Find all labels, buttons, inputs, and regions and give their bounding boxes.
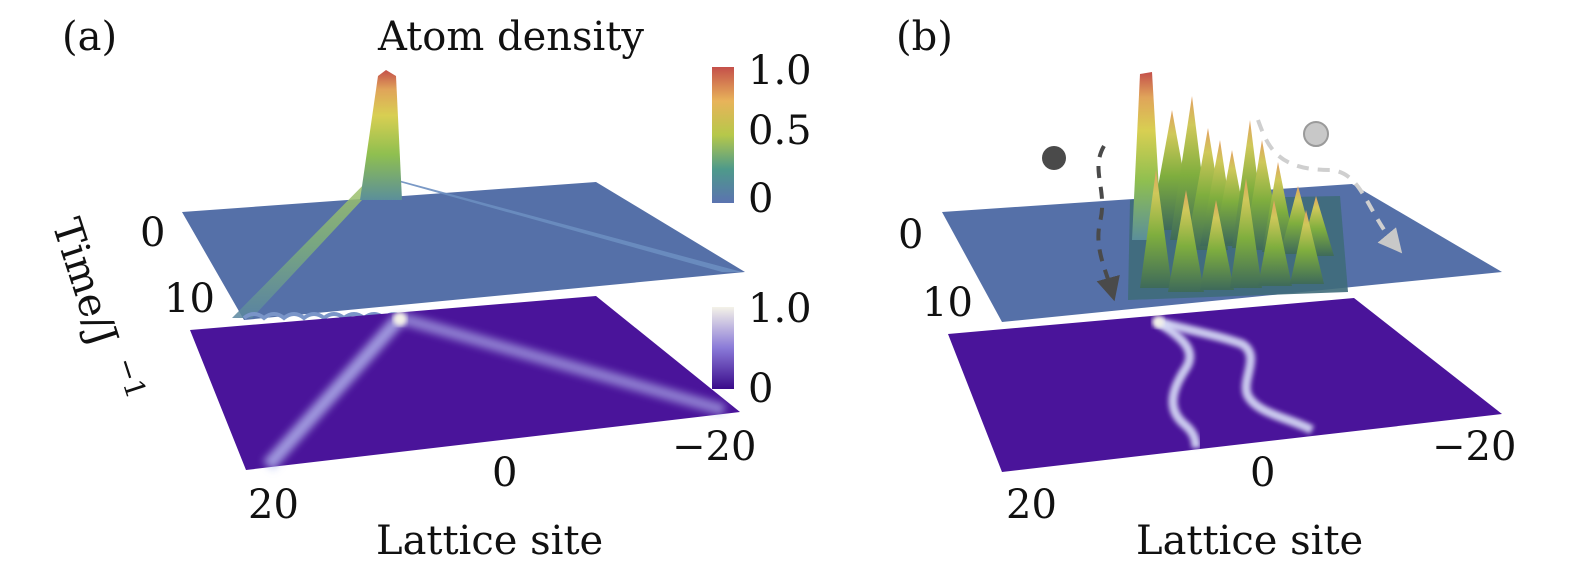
panel-b: (b) bbox=[896, 14, 1516, 564]
panel-a-lattice-tick-20: 20 bbox=[248, 482, 299, 528]
panel-a-density-heatmap bbox=[190, 296, 740, 470]
panel-a-label: (a) bbox=[62, 14, 117, 60]
panel-a-lattice-tick-0: 0 bbox=[492, 450, 517, 496]
panel-b-lattice-tick-20: 20 bbox=[1006, 482, 1057, 528]
panel-b-label: (b) bbox=[896, 14, 953, 60]
panel-b-dark-particle bbox=[1042, 146, 1066, 170]
panel-a-lattice-tick-minus20: −20 bbox=[672, 424, 756, 470]
panel-a-time-tick-0: 0 bbox=[140, 210, 165, 256]
panel-a-cbar-top-tick-2: 0.5 bbox=[748, 108, 812, 154]
panel-a-heatmap-right-trace bbox=[398, 312, 726, 416]
panel-a-cbar-bottom-tick-1: 1.0 bbox=[748, 286, 812, 332]
panel-b-heatmap-right-trace bbox=[1156, 317, 1315, 435]
panel-a-cbar-bottom-tick-2: 0 bbox=[748, 366, 773, 412]
panel-a: (a) Atom density 1.0 0.5 0 1.0 0 0 10 Ti… bbox=[42, 14, 811, 564]
panel-a-heatmap-origin bbox=[393, 312, 407, 326]
panel-a-density-surface bbox=[182, 182, 745, 320]
panel-b-heatmap-origin bbox=[1152, 316, 1164, 328]
panel-b-lattice-axis-label: Lattice site bbox=[1136, 518, 1363, 564]
panel-a-cbar-top-tick-1: 1.0 bbox=[748, 48, 812, 94]
panel-a-title: Atom density bbox=[377, 14, 644, 60]
panel-a-left-wavefront bbox=[232, 170, 390, 318]
panel-a-heatmap-left-trace bbox=[262, 313, 406, 471]
panel-a-cbar-top-tick-3: 0 bbox=[748, 176, 773, 222]
panel-b-lattice-tick-0: 0 bbox=[1250, 450, 1275, 496]
panel-a-time-axis-text: Time/J bbox=[42, 213, 126, 351]
panel-a-colorbar-top bbox=[712, 67, 734, 203]
panel-b-time-tick-0: 0 bbox=[898, 212, 923, 258]
panel-b-density-heatmap bbox=[948, 298, 1502, 472]
panel-b-light-particle bbox=[1303, 121, 1329, 147]
panel-a-time-tick-10: 10 bbox=[164, 276, 215, 322]
panel-a-lattice-axis-label: Lattice site bbox=[376, 518, 603, 564]
panel-a-time-axis-label: Time/J −1 bbox=[42, 213, 153, 403]
panel-a-colorbar-bottom bbox=[712, 307, 734, 389]
panel-b-lattice-tick-minus20: −20 bbox=[1432, 424, 1516, 470]
panel-a-time-axis-exponent: −1 bbox=[109, 353, 153, 402]
panel-b-dark-trajectory bbox=[1096, 144, 1120, 302]
panel-b-light-trajectory bbox=[1256, 119, 1403, 254]
panel-a-density-peak bbox=[360, 70, 402, 200]
panel-b-heatmap-left-trace bbox=[1155, 318, 1201, 449]
panel-b-density-spikes bbox=[1128, 72, 1348, 300]
panel-b-time-tick-10: 10 bbox=[922, 280, 973, 326]
panel-a-right-wavefront bbox=[385, 178, 742, 272]
